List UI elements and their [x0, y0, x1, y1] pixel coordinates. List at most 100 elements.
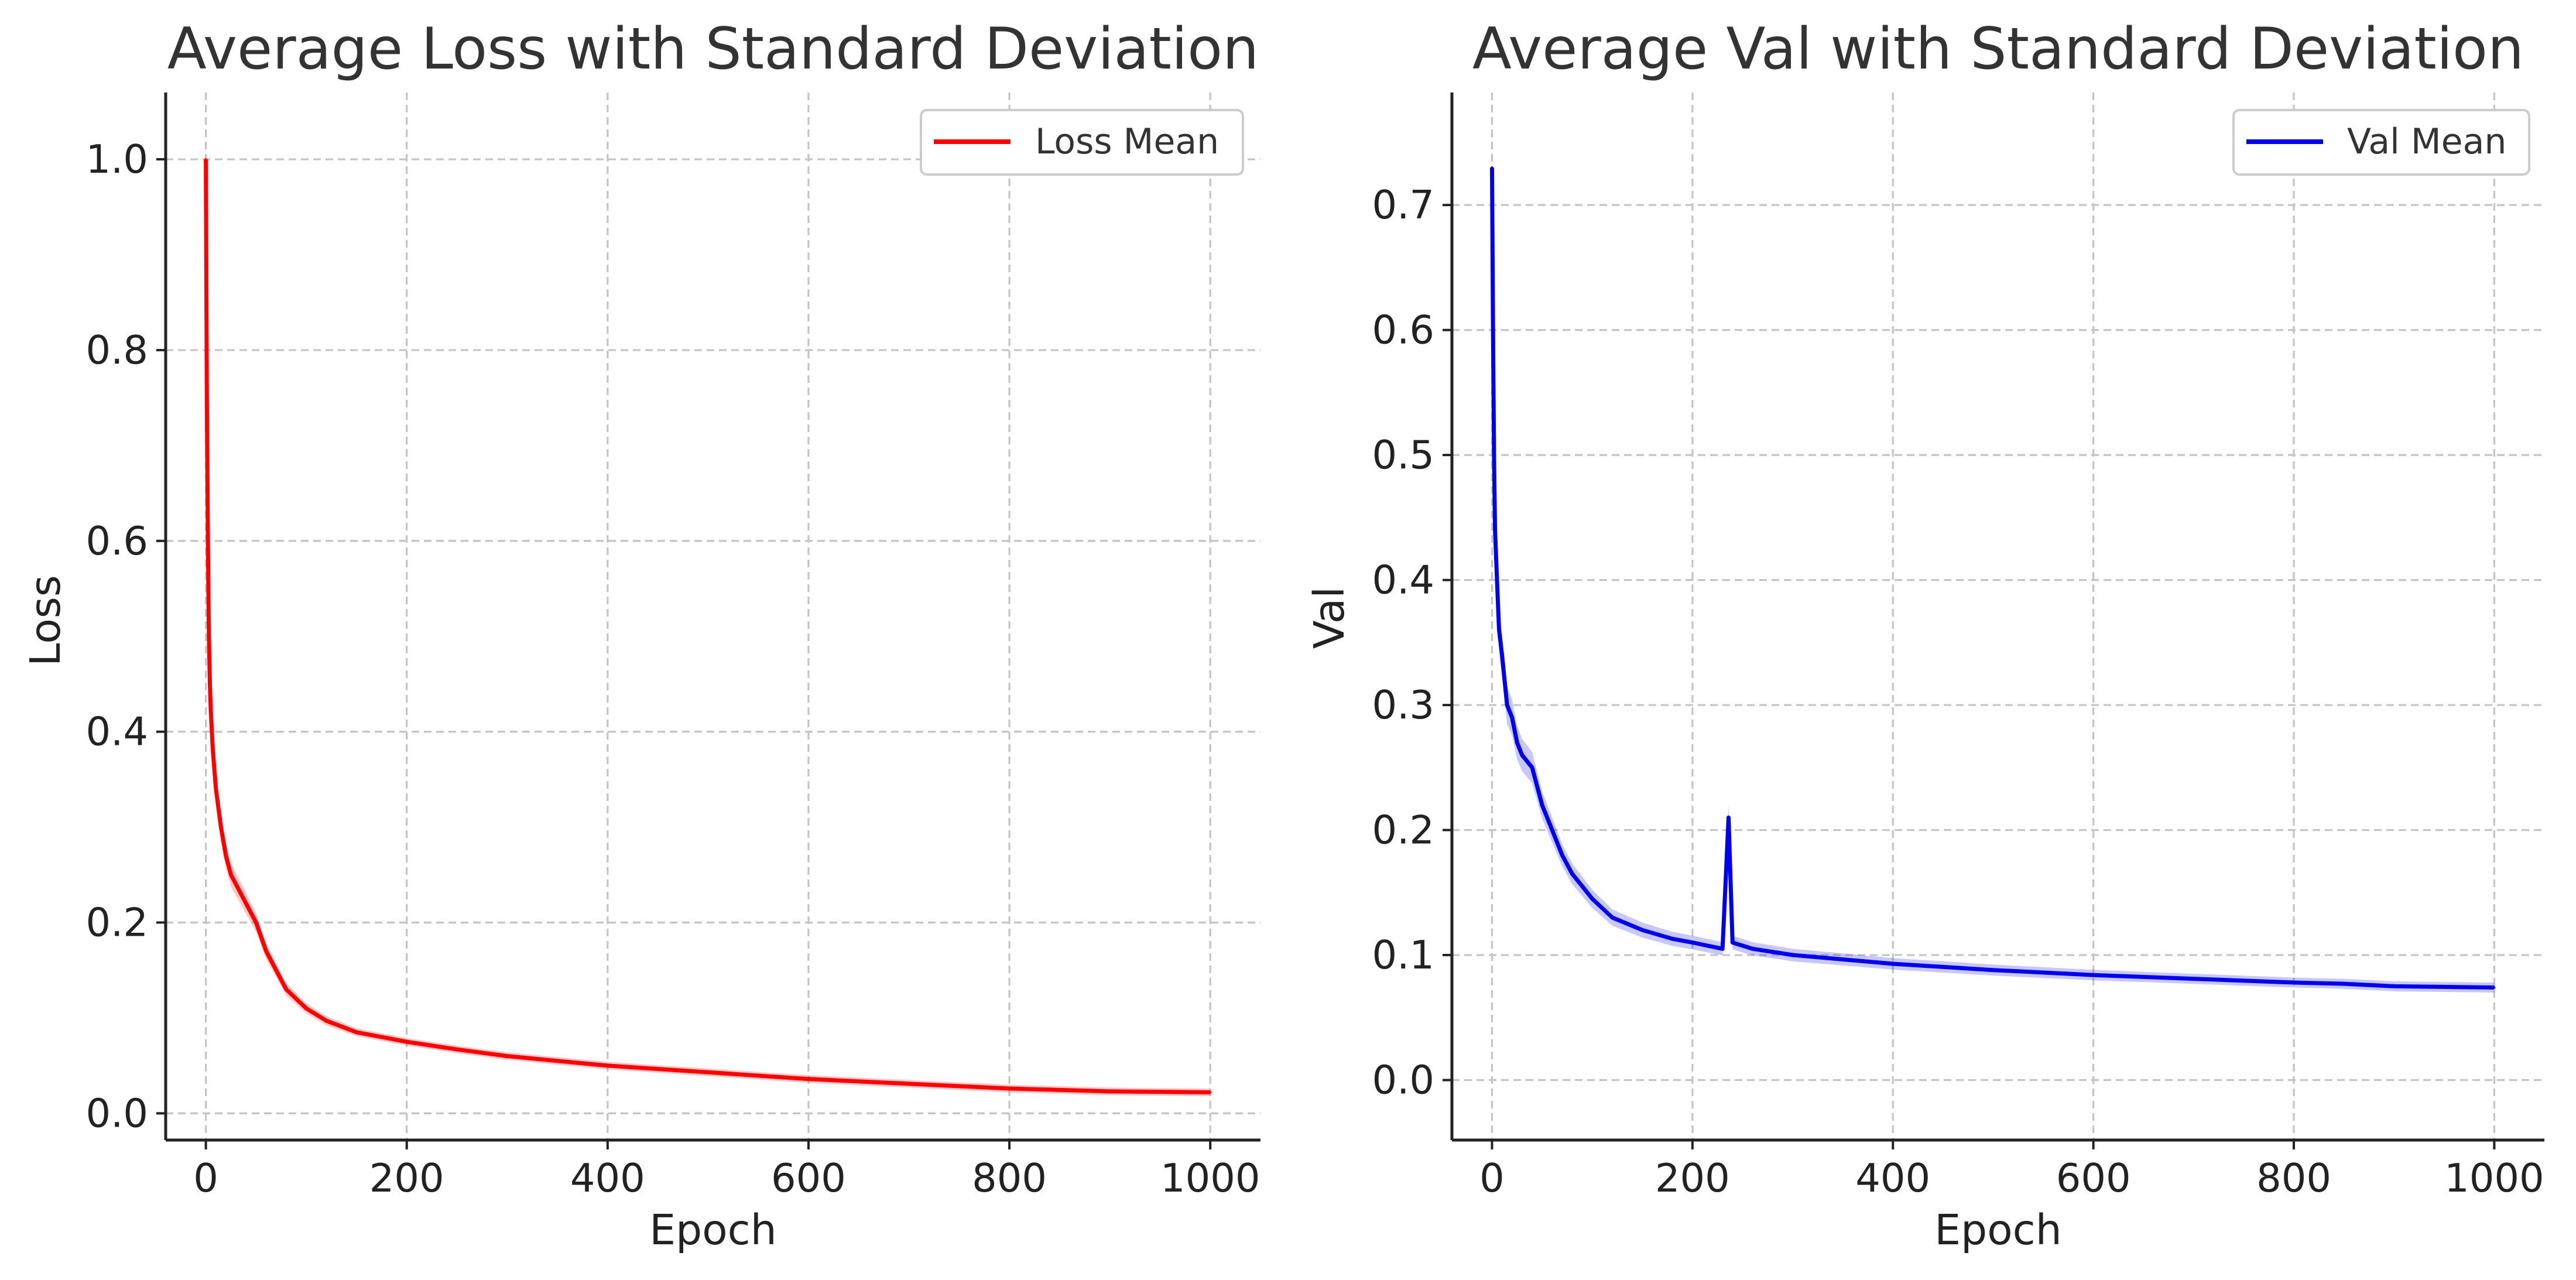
loss-mean-point: [207, 635, 210, 638]
val-mean-point: [2293, 981, 2295, 984]
loss-legend: Loss Mean: [920, 109, 1244, 176]
loss-mean-line-group: [204, 158, 1212, 1094]
val-mean-point: [1541, 803, 1544, 806]
loss-x-tick-label: 1000: [1160, 1155, 1260, 1201]
val-ticks: 0 200 400 600 800 1000 0.0 0.1 0.2 0.3 0.4 0.5 0.6 0.…: [1372, 182, 2544, 1201]
loss-ticks: 0 200 400 600 800 1000 0.0 0.2 0.4 0.6 0.8 1.0: [85, 136, 1260, 1201]
val-y-tick-label: 0.2: [1372, 807, 1434, 853]
val-mean-point: [1496, 579, 1498, 581]
val-legend-label: Val Mean: [2347, 121, 2506, 162]
val-x-tick-label: 400: [1855, 1155, 1930, 1201]
val-x-tick-label: 800: [2256, 1155, 2331, 1201]
val-mean-point: [1531, 766, 1533, 769]
loss-mean-point: [606, 1064, 609, 1067]
val-mean-point: [1727, 816, 1730, 819]
val-mean-line: [1490, 167, 2495, 990]
loss-mean-point: [229, 874, 232, 876]
val-x-tick-label: 600: [2056, 1155, 2131, 1201]
val-y-tick-label: 0.3: [1372, 682, 1434, 728]
loss-mean-point: [305, 1007, 308, 1010]
val-mean-point: [1520, 754, 1523, 757]
loss-chart: 0 200 400 600 800 1000 0.0 0.2 0.4 0.6 0.8 1.0 Aver…: [21, 16, 1260, 1254]
val-mean-point: [1506, 704, 1509, 707]
loss-axes: [164, 93, 1260, 1142]
val-mean-point: [1671, 937, 1674, 940]
loss-x-tick-label: 800: [972, 1155, 1047, 1201]
val-mean-point: [1492, 328, 1495, 331]
loss-x-tick-label: 200: [369, 1155, 444, 1201]
val-mean-line-group: [1490, 166, 2496, 990]
val-mean-point: [1581, 885, 1584, 888]
val-mean-point: [1892, 963, 1895, 965]
loss-mean-point: [207, 539, 210, 542]
val-y-tick-label: 0.6: [1372, 307, 1434, 353]
loss-y-tick-label: 0.4: [85, 709, 148, 755]
loss-y-tick-label: 0.8: [85, 327, 148, 373]
val-x-tick-label: 200: [1655, 1155, 1730, 1201]
val-chart-title: Average Val with Standard Deviation: [1472, 16, 2524, 83]
val-grid: [1452, 93, 2544, 1140]
val-y-tick-label: 0.0: [1372, 1057, 1434, 1103]
loss-mean-point: [220, 826, 222, 829]
val-mean-point: [1731, 941, 1734, 944]
val-mean-point: [2092, 974, 2095, 977]
loss-mean-point: [405, 1041, 408, 1043]
loss-mean-point: [707, 1071, 710, 1074]
val-x-tick-label: 0: [1479, 1155, 1505, 1201]
loss-mean-point: [205, 396, 208, 399]
val-legend: Val Mean: [2232, 109, 2530, 176]
val-mean-point: [1571, 872, 1574, 875]
val-mean-point: [1992, 968, 1995, 971]
loss-mean-point: [506, 1055, 509, 1057]
val-mean-point: [1501, 653, 1503, 656]
val-y-tick-label: 0.7: [1372, 182, 1434, 228]
loss-x-axis-label: Epoch: [649, 1206, 776, 1254]
val-mean-point: [1498, 629, 1501, 631]
loss-mean-point: [907, 1082, 910, 1085]
loss-legend-label: Loss Mean: [1035, 121, 1219, 162]
val-chart: 0 200 400 600 800 1000 0.0 0.1 0.2 0.3 0.4 0.5 0.6 0.…: [1305, 16, 2544, 1254]
loss-mean-point: [214, 788, 217, 790]
loss-y-tick-label: 0.2: [85, 900, 148, 946]
val-mean-point: [1551, 829, 1554, 831]
loss-mean-point: [224, 854, 227, 857]
val-mean-point: [1691, 941, 1694, 944]
loss-mean-point: [556, 1059, 559, 1062]
loss-mean-point: [208, 683, 211, 686]
loss-mean-point: [285, 988, 287, 991]
val-mean-point: [1491, 166, 1493, 169]
val-mean-point: [2192, 977, 2195, 980]
loss-legend-box: [920, 109, 1244, 176]
loss-mean-point: [295, 997, 297, 1000]
loss-mean-point: [275, 969, 278, 971]
val-mean-point: [1791, 954, 1794, 956]
val-mean-point: [2342, 983, 2345, 985]
val-axes: [1450, 93, 2544, 1142]
val-mean-point: [1561, 854, 1564, 857]
val-mean-point: [1721, 947, 1724, 950]
loss-grid: [166, 93, 1260, 1140]
loss-mean-point: [210, 711, 213, 714]
loss-mean-point: [325, 1019, 328, 1022]
val-std-band-area: [1492, 122, 2495, 993]
loss-mean-point: [265, 950, 268, 953]
loss-mean-point: [245, 902, 248, 905]
loss-y-tick-label: 0.6: [85, 518, 148, 564]
val-x-axis-label: Epoch: [1934, 1206, 2061, 1254]
val-mean-point: [1510, 716, 1513, 719]
loss-mean-point: [1108, 1090, 1111, 1093]
val-mean-point: [2493, 986, 2496, 989]
val-mean-point: [1495, 553, 1498, 556]
loss-mean-point: [455, 1048, 458, 1051]
val-mean-point: [1516, 741, 1519, 744]
val-x-tick-label: 1000: [2444, 1155, 2544, 1201]
val-mean-point: [1751, 947, 1754, 950]
loss-mean-point: [1008, 1087, 1011, 1090]
loss-mean-point: [235, 883, 238, 886]
loss-mean-point: [807, 1077, 810, 1080]
val-mean-point: [2393, 985, 2396, 988]
val-mean-point: [1493, 529, 1496, 532]
loss-x-tick-label: 400: [570, 1155, 645, 1201]
loss-y-tick-label: 0.0: [85, 1090, 148, 1136]
